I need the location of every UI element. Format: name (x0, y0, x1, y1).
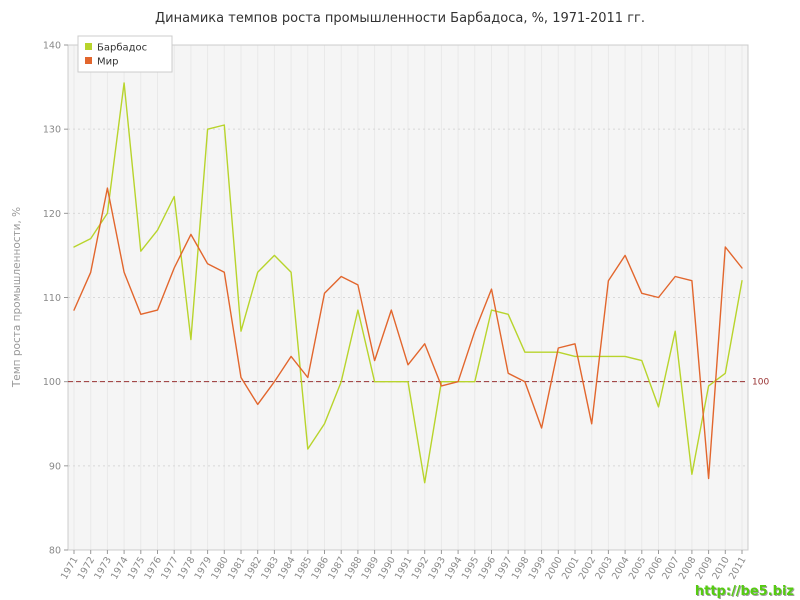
x-tick-label: 2011 (727, 555, 749, 581)
y-tick-label: 110 (43, 293, 61, 304)
legend: Барбадос Мир (77, 35, 173, 73)
y-tick-label: 140 (43, 41, 61, 52)
watermark-link[interactable]: http://be5.biz (694, 584, 794, 599)
y-tick-label: 100 (43, 377, 61, 388)
x-axis-tick-labels: 1971197219731974197519761977197819791980… (59, 550, 749, 581)
legend-swatch-world (85, 57, 92, 64)
legend-swatch-barbados (85, 43, 92, 50)
y-tick-label: 90 (49, 461, 61, 472)
reference-line-label: 100 (752, 378, 769, 388)
y-axis-title: Темп роста промышленности, % (11, 207, 23, 388)
y-tick-label: 80 (49, 546, 61, 557)
y-tick-label: 130 (43, 125, 61, 136)
legend-box (77, 35, 173, 73)
legend-label-barbados: Барбадос (97, 43, 147, 54)
y-axis-tick-labels: 80 90 100 110 120 130 140 (43, 41, 68, 557)
plot-area: 80 90 100 110 120 130 140 197119721973197419751… (43, 35, 769, 581)
y-tick-label: 120 (43, 209, 61, 220)
series-line-barbados (73, 82, 743, 484)
chart-title: Динамика темпов роста промышленности Бар… (155, 11, 645, 26)
series-line-world (73, 187, 743, 480)
legend-label-world: Мир (97, 57, 118, 68)
